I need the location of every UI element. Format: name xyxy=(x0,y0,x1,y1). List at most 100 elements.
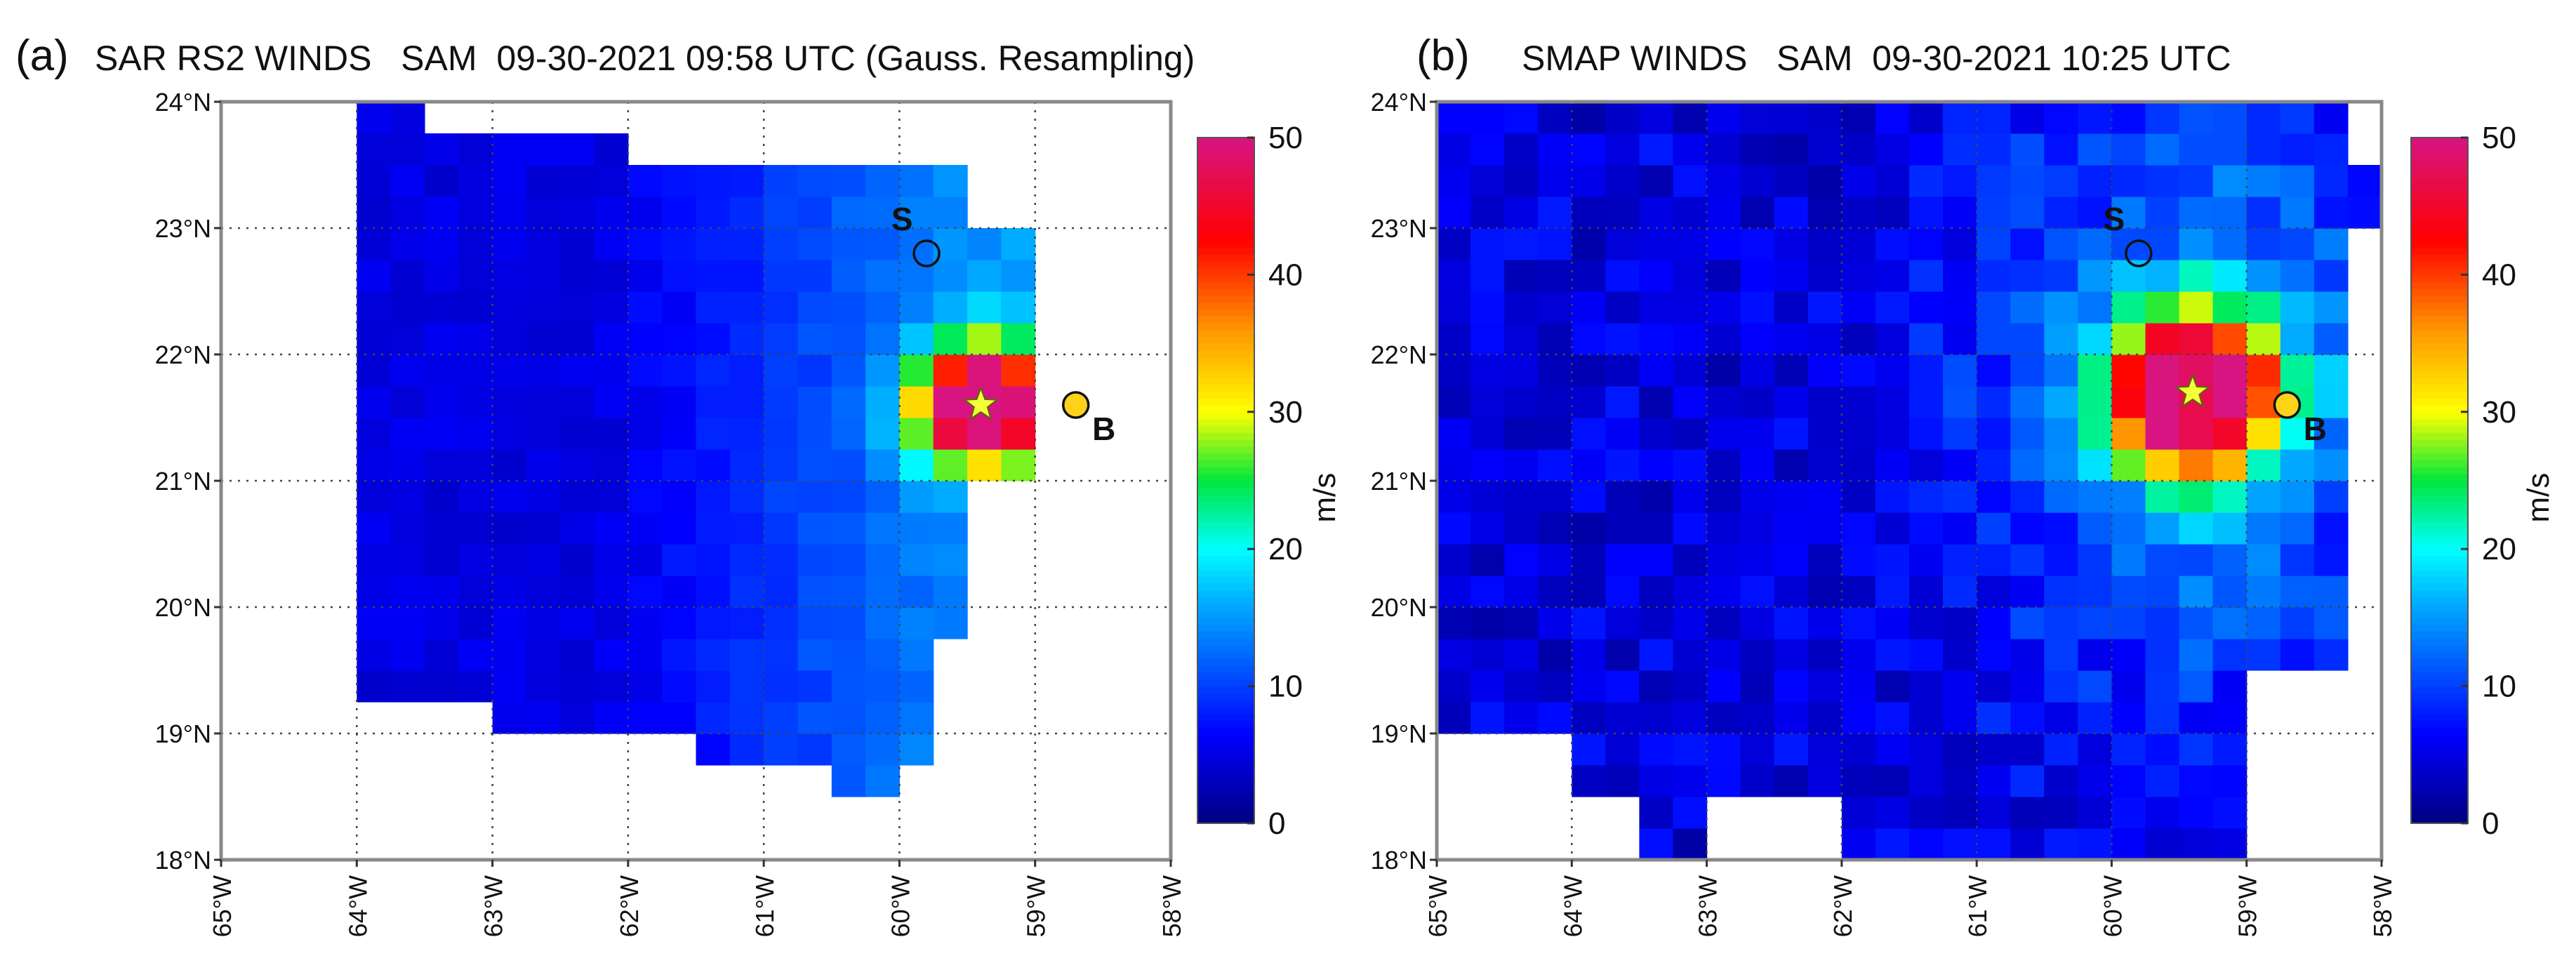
colorbar-tick-label: 0 xyxy=(1268,806,1285,841)
heatmap-cell xyxy=(1875,828,1910,860)
heatmap-cell xyxy=(1673,354,1708,387)
heatmap-cell xyxy=(899,702,934,734)
heatmap-cell xyxy=(764,418,799,450)
heatmap-cell xyxy=(1538,291,1572,324)
heatmap-cell xyxy=(2044,797,2078,829)
colorbar-segment xyxy=(1197,302,1254,310)
heatmap-cell xyxy=(492,512,527,545)
heatmap-cell xyxy=(1909,449,1944,481)
heatmap-cell xyxy=(2313,165,2349,197)
heatmap-cell xyxy=(1706,102,1741,134)
heatmap-cell xyxy=(526,670,561,703)
colorbar-segment xyxy=(2411,514,2468,522)
heatmap-cell xyxy=(390,512,425,545)
colorbar-segment xyxy=(2411,521,2468,529)
heatmap-cell xyxy=(526,291,561,324)
heatmap-cell xyxy=(1909,260,1944,292)
heatmap-cell xyxy=(1639,576,1674,608)
x-tick-label: 60°W xyxy=(2098,875,2127,937)
colorbar-segment xyxy=(2411,555,2468,564)
heatmap-cell xyxy=(2347,197,2382,229)
heatmap-cell xyxy=(1807,765,1843,797)
x-tick-label: 64°W xyxy=(343,875,372,937)
heatmap-cell xyxy=(865,481,901,513)
heatmap-cell xyxy=(2179,576,2214,608)
heatmap-cell xyxy=(831,197,866,229)
heatmap-cell xyxy=(764,576,799,608)
colorbar-segment xyxy=(1197,398,1254,406)
heatmap-cell xyxy=(628,481,663,513)
heatmap-cell xyxy=(797,197,832,229)
heatmap-cell xyxy=(390,639,425,671)
heatmap-cell xyxy=(2179,670,2214,703)
heatmap-cell xyxy=(1807,544,1843,576)
panel-a-colorbar: 0 10 20 30 40 50 m/s xyxy=(1197,121,1342,841)
heatmap-cell xyxy=(797,733,832,766)
heatmap-cell xyxy=(764,260,799,292)
colorbar-segment xyxy=(1197,288,1254,296)
colorbar-segment xyxy=(2411,686,2468,694)
heatmap-cell xyxy=(1673,449,1708,481)
heatmap-cell xyxy=(1977,133,2011,166)
colorbar-tick-label: 40 xyxy=(2482,258,2516,292)
heatmap-cell xyxy=(2078,354,2113,387)
heatmap-cell xyxy=(1909,291,1944,324)
heatmap-cell xyxy=(2212,354,2248,387)
heatmap-cell xyxy=(1605,323,1640,355)
heatmap-cell xyxy=(628,197,663,229)
buoy-b-marker xyxy=(1061,391,1090,419)
heatmap-cell xyxy=(1706,670,1741,703)
heatmap-cell xyxy=(390,449,425,481)
heatmap-cell xyxy=(2212,165,2248,197)
heatmap-cell xyxy=(560,386,595,418)
heatmap-cell xyxy=(831,386,866,418)
heatmap-cell xyxy=(594,165,629,197)
colorbar-segment xyxy=(2411,795,2468,804)
heatmap-cell xyxy=(1605,386,1640,418)
heatmap-cell xyxy=(2111,544,2146,576)
heatmap-cell xyxy=(2010,607,2045,639)
heatmap-cell xyxy=(2010,165,2045,197)
heatmap-cell xyxy=(1909,797,1944,829)
heatmap-cell xyxy=(1673,670,1708,703)
heatmap-cell xyxy=(357,260,392,292)
heatmap-cell xyxy=(696,733,731,766)
heatmap-cell xyxy=(2179,733,2214,766)
heatmap-cell xyxy=(1572,165,1606,197)
heatmap-cell xyxy=(1605,133,1640,166)
heatmap-cell xyxy=(2078,639,2113,671)
heatmap-cell xyxy=(1001,323,1036,355)
heatmap-cell xyxy=(729,386,764,418)
heatmap-cell xyxy=(1875,165,1910,197)
colorbar-segment xyxy=(1197,789,1254,797)
colorbar-segment xyxy=(2411,542,2468,550)
heatmap-cell xyxy=(1437,670,1471,703)
heatmap-cell xyxy=(1977,354,2011,387)
heatmap-cell xyxy=(2010,670,2045,703)
heatmap-cell xyxy=(1572,733,1606,766)
heatmap-cell xyxy=(933,386,968,418)
heatmap-cell xyxy=(1673,133,1708,166)
heatmap-cell xyxy=(628,702,663,734)
heatmap-cell xyxy=(2246,418,2281,450)
heatmap-cell xyxy=(560,670,595,703)
marker-label: B xyxy=(2304,411,2327,447)
heatmap-cell xyxy=(492,354,527,387)
heatmap-cell xyxy=(1774,102,1809,134)
colorbar-segment xyxy=(2411,528,2468,536)
heatmap-cell xyxy=(729,512,764,545)
heatmap-cell xyxy=(560,449,595,481)
heatmap-cell xyxy=(1639,197,1674,229)
heatmap-cell xyxy=(696,607,731,639)
heatmap-cell xyxy=(526,544,561,576)
heatmap-cell xyxy=(1437,418,1471,450)
heatmap-cell xyxy=(1740,102,1775,134)
heatmap-cell xyxy=(1504,607,1539,639)
colorbar-segment xyxy=(1197,611,1254,618)
heatmap-cell xyxy=(1639,702,1674,734)
colorbar-segment xyxy=(1197,480,1254,488)
heatmap-cell xyxy=(865,607,901,639)
heatmap-cell xyxy=(1740,576,1775,608)
heatmap-cell xyxy=(2246,133,2281,166)
heatmap-cell xyxy=(696,354,731,387)
